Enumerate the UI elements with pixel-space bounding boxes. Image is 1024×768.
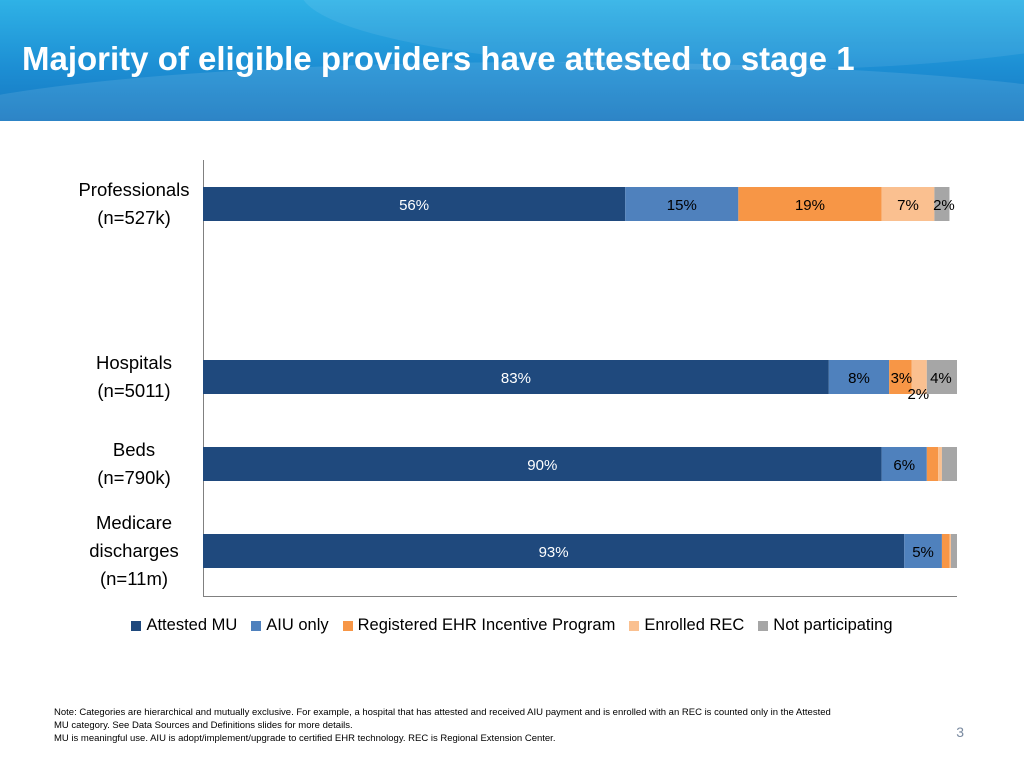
- bar-segment: [941, 534, 950, 568]
- footnote-line: MU category. See Data Sources and Defini…: [54, 720, 353, 731]
- legend-item: Attested MU: [131, 616, 237, 635]
- bar-segment: [881, 447, 927, 481]
- category-label: Medicare: [96, 512, 172, 533]
- footnote-line: MU is meaningful use. AIU is adopt/imple…: [54, 733, 556, 744]
- bar-segment: [938, 447, 942, 481]
- bar-segment: [625, 187, 739, 221]
- category-label: (n=527k): [97, 207, 171, 228]
- data-label: 83%: [501, 370, 531, 387]
- title-banner: Majority of eligible providers have atte…: [0, 0, 1024, 121]
- category-label: Professionals: [78, 179, 189, 200]
- legend-swatch: [131, 620, 142, 631]
- category-label: discharges: [89, 540, 178, 561]
- bar-segment: [203, 360, 829, 394]
- legend-label: Attested MU: [146, 616, 238, 634]
- category-label: (n=790k): [97, 467, 171, 488]
- legend-label: Enrolled REC: [644, 616, 745, 634]
- data-label: 15%: [667, 197, 697, 214]
- legend-item: Not participating: [758, 616, 893, 635]
- data-label: 5%: [912, 544, 934, 561]
- footnote: Note: Categories are hierarchical and mu…: [54, 706, 914, 745]
- slide-title: Majority of eligible providers have atte…: [22, 40, 855, 77]
- category-label: Beds: [113, 439, 155, 460]
- bar-segment: [926, 447, 939, 481]
- legend-swatch: [758, 620, 769, 631]
- data-label: 2%: [933, 197, 955, 214]
- bar-segment: [203, 534, 905, 568]
- legend-item: AIU only: [251, 616, 329, 635]
- legend-swatch: [342, 620, 353, 631]
- data-label: 3%: [891, 370, 913, 387]
- data-label: 4%: [930, 370, 952, 387]
- bar-segment: [738, 187, 882, 221]
- bar-segment: [934, 187, 950, 221]
- category-label: Hospitals: [96, 352, 172, 373]
- data-label: 19%: [795, 197, 825, 214]
- bar-segment: [926, 360, 957, 394]
- bar-segment: [203, 447, 882, 481]
- data-label: 93%: [539, 544, 569, 561]
- category-label: (n=11m): [100, 568, 168, 589]
- category-label: (n=5011): [97, 380, 170, 401]
- bar-segment: [828, 360, 890, 394]
- legend-item: Enrolled REC: [629, 616, 744, 635]
- legend-label: AIU only: [266, 616, 329, 634]
- chart-legend: Attested MU AIU only Registered EHR Incent…: [0, 616, 1024, 635]
- legend-swatch: [251, 620, 262, 631]
- data-label: 8%: [848, 370, 870, 387]
- bar-segment: [203, 187, 626, 221]
- data-label: 7%: [897, 197, 919, 214]
- legend-swatch: [629, 620, 640, 631]
- stacked-bar-chart: 56% 15% 19% 7% 2% Professionals (n=527k) 83% 8% 3…: [78, 160, 957, 597]
- data-label: 2%: [907, 386, 929, 403]
- bar-segment: [904, 534, 942, 568]
- bar-segment: [911, 360, 927, 394]
- bar-segment: [941, 447, 957, 481]
- bar-segment: [949, 534, 951, 568]
- data-label: 90%: [527, 457, 557, 474]
- bar-segment: [881, 187, 935, 221]
- footnote-line: Note: Categories are hierarchical and mu…: [54, 707, 831, 718]
- page-number: 3: [956, 724, 964, 740]
- legend-label: Not participating: [773, 616, 893, 634]
- legend-item: Registered EHR Incentive Program: [342, 616, 616, 635]
- data-label: 6%: [893, 457, 915, 474]
- bar-segment: [889, 360, 912, 394]
- legend-label: Registered EHR Incentive Program: [357, 616, 616, 634]
- data-label: 56%: [399, 197, 429, 214]
- bar-segment: [950, 534, 957, 568]
